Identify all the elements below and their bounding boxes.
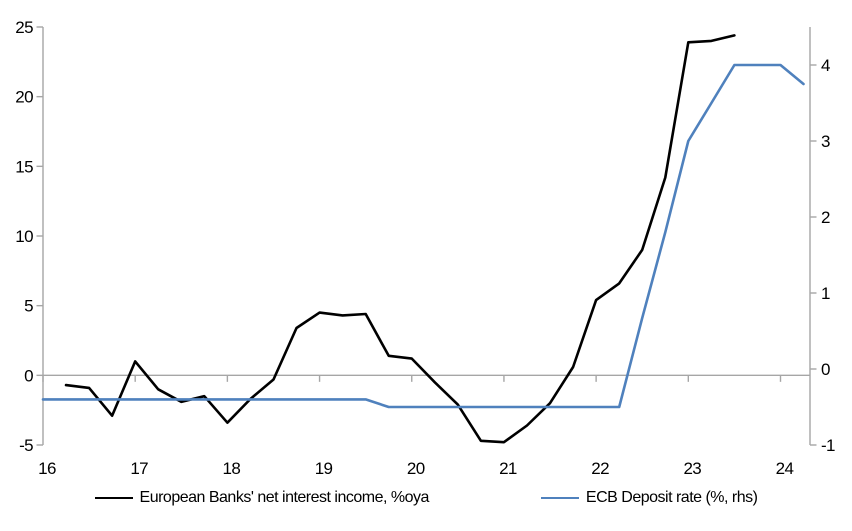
x-axis-tick-label: 21	[499, 459, 517, 478]
x-axis-tick-label: 18	[223, 459, 241, 478]
right-axis-tick-label: 4	[821, 56, 830, 75]
net-interest-income-line	[64, 34, 736, 444]
left-axis-tick-label: -5	[19, 436, 33, 455]
black-line-swatch-icon	[94, 497, 133, 499]
legend-label-net-interest-income: European Banks' net interest income, %oy…	[139, 489, 430, 506]
right-axis-tick-label: 0	[821, 360, 830, 379]
blue-line-swatch-icon	[540, 497, 579, 499]
left-axis-tick-label: 10	[15, 227, 33, 246]
left-axis-tick-label: 25	[15, 18, 33, 37]
x-axis-tick-label: 19	[315, 459, 333, 478]
left-axis-tick-label: 0	[24, 366, 33, 385]
left-axis-tick-label: 5	[24, 297, 33, 316]
x-axis-tick-label: 16	[38, 459, 56, 478]
ecb-deposit-rate-line	[41, 63, 805, 409]
x-axis-tick-label: 22	[591, 459, 609, 478]
legend-item-ecb-deposit-rate: ECB Deposit rate (%, rhs)	[540, 489, 758, 507]
right-axis-tick-label: 3	[821, 132, 830, 151]
left-axis-tick-label: 15	[15, 157, 33, 176]
right-axis-tick-label: 1	[821, 284, 830, 303]
right-axis-tick-label: -1	[821, 436, 835, 455]
x-axis-tick-label: 20	[407, 459, 425, 478]
left-axis-tick-label: 20	[15, 88, 33, 107]
x-axis-tick-label: 17	[130, 459, 148, 478]
legend-item-net-interest-income: European Banks' net interest income, %oy…	[94, 489, 430, 507]
legend-label-ecb-deposit-rate: ECB Deposit rate (%, rhs)	[585, 489, 758, 506]
x-axis-tick-label: 23	[683, 459, 701, 478]
right-axis-tick-label: 2	[821, 208, 830, 227]
chart-legend: European Banks' net interest income, %oy…	[0, 489, 852, 507]
x-axis-tick-label: 24	[776, 459, 794, 478]
